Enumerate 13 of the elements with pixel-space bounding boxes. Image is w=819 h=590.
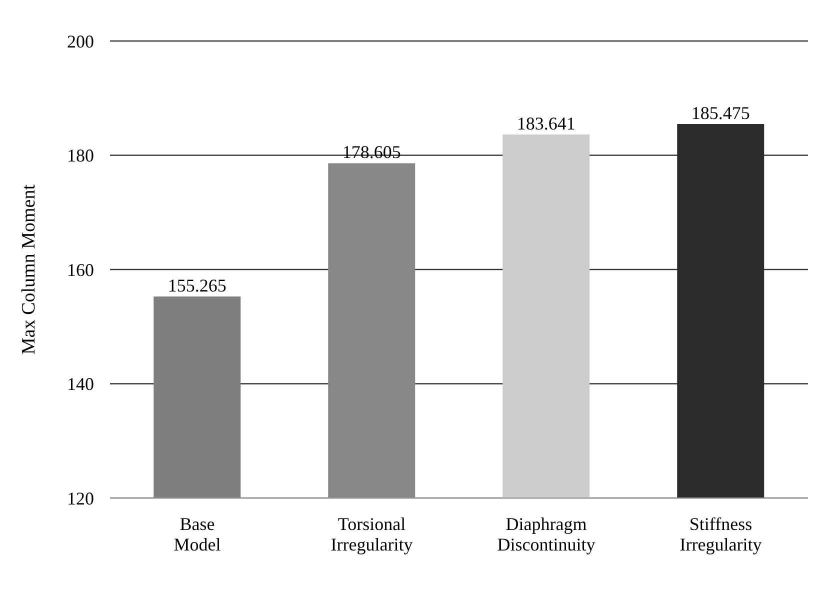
x-tick-label: Torsional Irregularity <box>330 514 413 555</box>
x-tick-label: Stiffness Irregularity <box>680 514 762 555</box>
y-tick-label: 180 <box>67 146 94 166</box>
x-tick-label: Diaphragm Discontinuity <box>497 514 596 555</box>
x-tick-label: Base Model <box>174 514 221 555</box>
y-tick-label: 140 <box>67 374 94 394</box>
data-label: 183.641 <box>516 113 576 134</box>
y-tick-label: 160 <box>67 260 94 280</box>
y-axis-title: Max Column Moment <box>18 184 40 354</box>
data-label: 155.265 <box>168 276 226 296</box>
data-label: 185.475 <box>691 102 750 123</box>
y-tick-label: 200 <box>67 31 94 52</box>
y-tick-label: 120 <box>67 488 94 508</box>
